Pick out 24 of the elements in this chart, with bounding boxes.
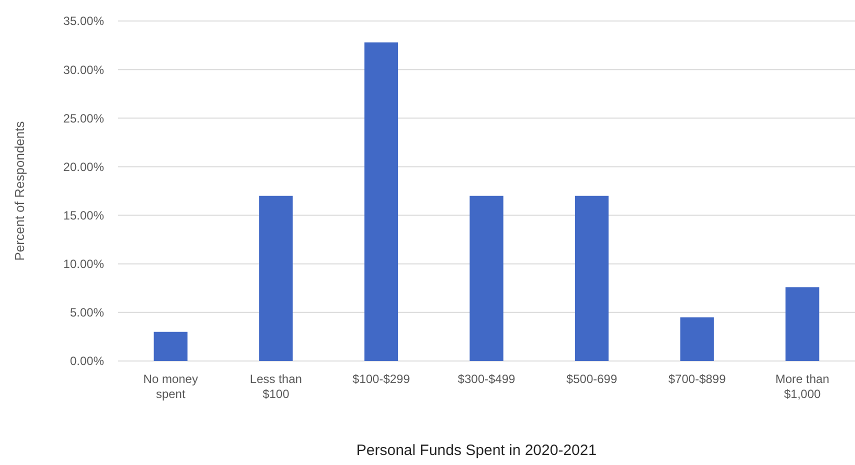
y-tick-label: 35.00%	[63, 14, 104, 28]
y-tick-label: 25.00%	[63, 111, 104, 126]
y-tick-label: 15.00%	[63, 208, 104, 222]
x-tick-label: $100-$299	[352, 372, 410, 386]
bar	[680, 317, 714, 361]
bar	[364, 42, 398, 361]
x-tick-label: Less than $100	[250, 372, 302, 401]
y-tick-label: 30.00%	[63, 62, 104, 77]
y-tick-label: 0.00%	[70, 354, 104, 368]
y-tick-label: 20.00%	[63, 160, 104, 174]
y-axis-title: Percent of Respondents	[12, 120, 27, 261]
x-tick-label: No money spent	[143, 372, 198, 401]
x-axis-title: Personal Funds Spent in 2020-2021	[356, 442, 597, 459]
bar	[786, 287, 820, 361]
x-tick-label: $500-699	[566, 372, 618, 386]
bar	[470, 196, 504, 361]
bar	[154, 332, 188, 361]
x-tick-label: $700-$899	[668, 372, 726, 386]
x-tick-label: More than $1,000	[775, 372, 830, 401]
y-tick-label: 5.00%	[70, 306, 104, 320]
x-tick-label: $300-$499	[458, 372, 516, 386]
y-tick-label: 10.00%	[63, 257, 104, 272]
bar	[574, 196, 609, 361]
bar	[259, 196, 293, 361]
